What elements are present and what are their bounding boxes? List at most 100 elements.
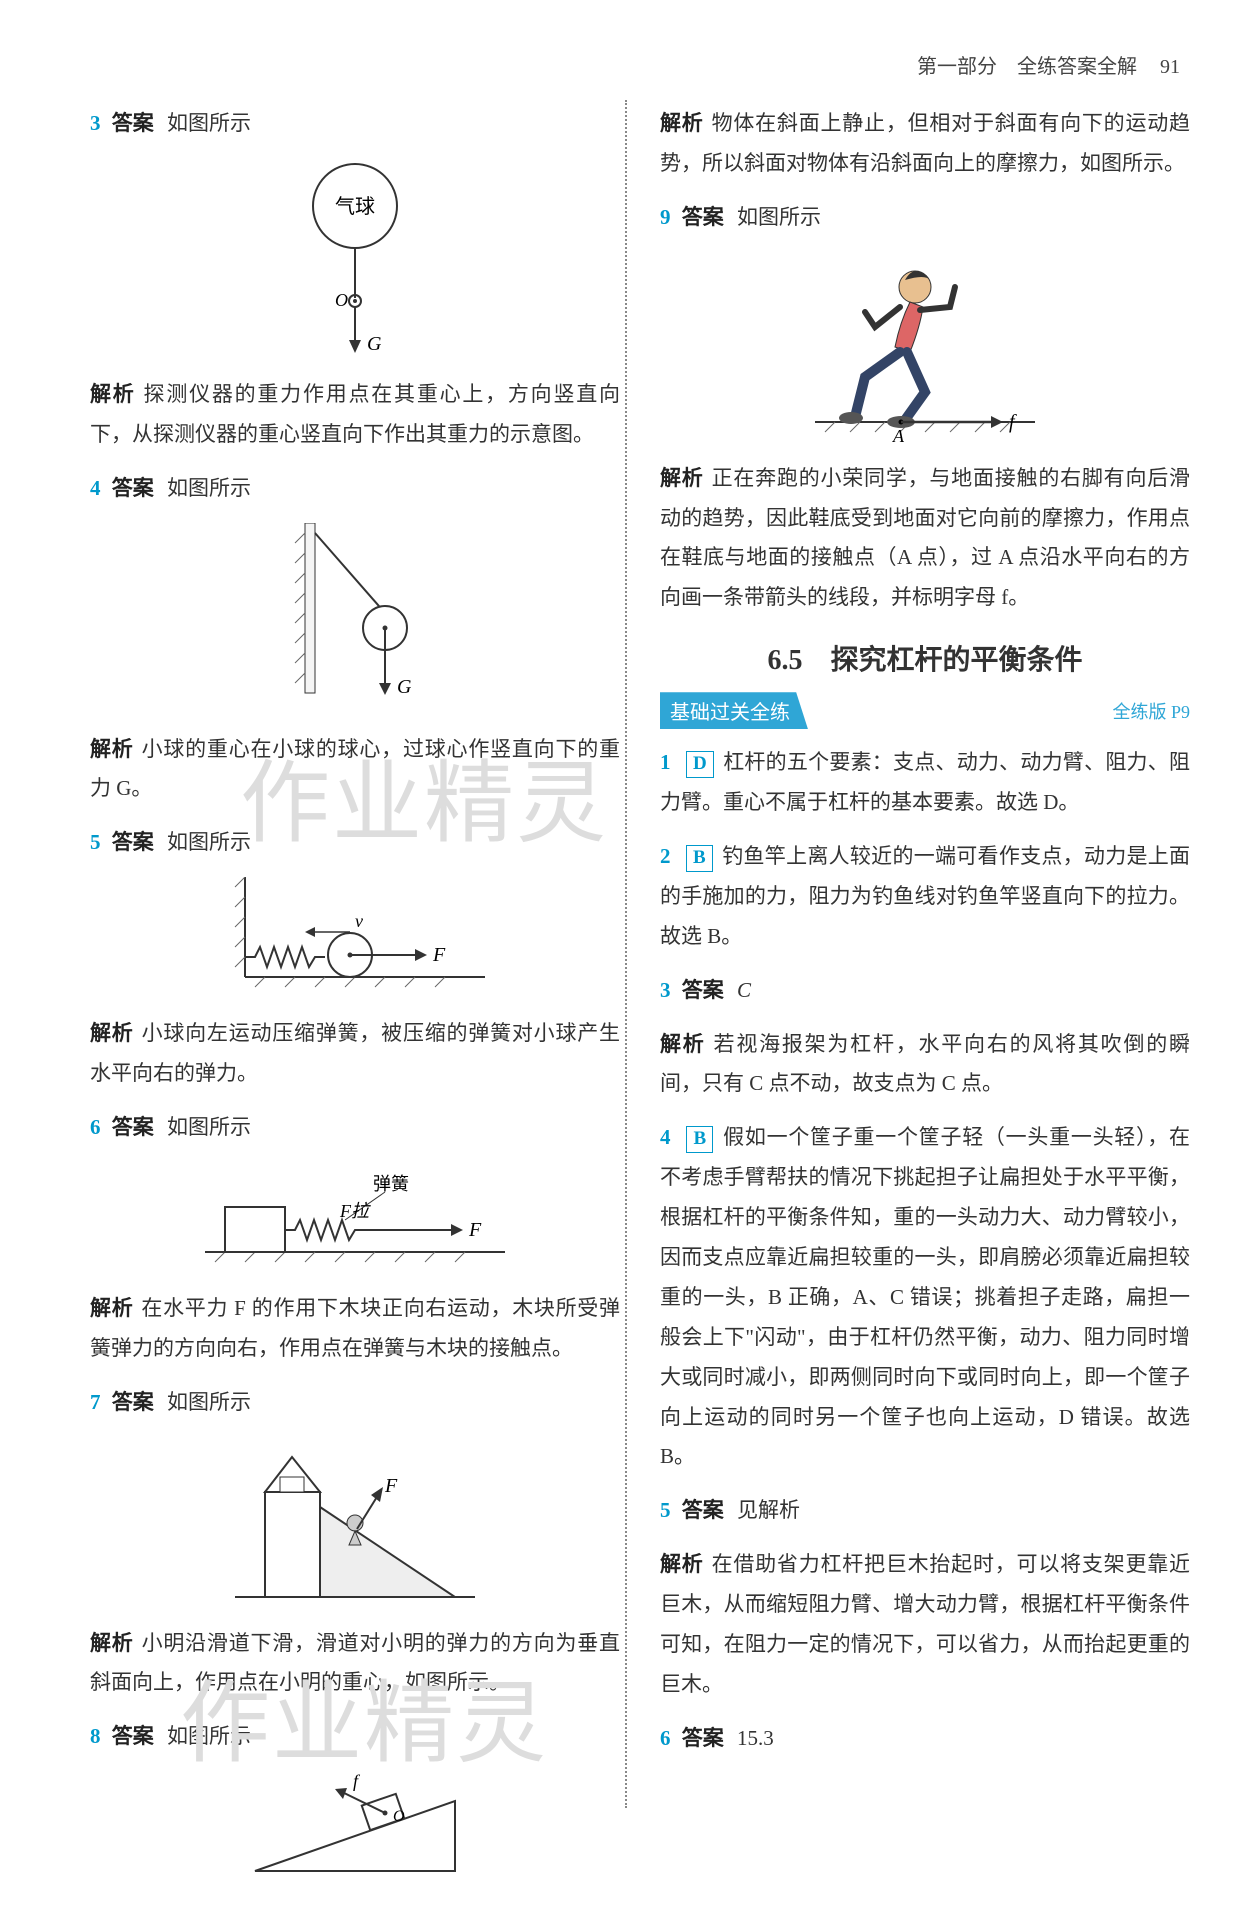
explain-text: 物体在斜面上静止，但相对于斜面有向下的运动趋势，所以斜面对物体有沿斜面向上的摩擦… (660, 111, 1190, 175)
item-text: 钓鱼竿上离人较近的一端可看作支点，动力是上面的手施加的力，阻力为钓鱼线对钓鱼竿竖… (660, 844, 1190, 948)
svg-text:G: G (397, 676, 412, 698)
explain-label: 解析 (660, 1552, 704, 1576)
sec-explain-3: 解析若视海报架为杠杆，水平向右的风将其吹倒的瞬间，只有 C 点不动，故支点为 C… (660, 1025, 1190, 1105)
figure-9: A f (660, 252, 1190, 447)
explain-text: 小球向左运动压缩弹簧，被压缩的弹簧对小球产生水平向右的弹力。 (90, 1021, 620, 1085)
answer-text: 如图所示 (167, 1724, 251, 1748)
explain-text: 正在奔跑的小荣同学，与地面接触的右脚有向后滑动的趋势，因此鞋底受到地面对它向前的… (660, 466, 1190, 610)
svg-text:F拉: F拉 (339, 1201, 371, 1221)
explain-5: 解析小球向左运动压缩弹簧，被压缩的弹簧对小球产生水平向右的弹力。 (90, 1014, 620, 1094)
svg-text:G: G (367, 333, 382, 355)
figure-8: O f (90, 1771, 620, 1886)
block-spring-diagram-icon: 弹簧 F拉 F (185, 1162, 525, 1272)
answer-text: 如图所示 (167, 1115, 251, 1139)
answer-item-7: 7 答案 如图所示 (90, 1383, 620, 1423)
item-number: 8 (90, 1724, 101, 1748)
slide-diagram-icon: F (225, 1437, 485, 1607)
item-number: 2 (660, 844, 671, 868)
svg-text:f: f (353, 1771, 361, 1791)
explain-label: 解析 (90, 1021, 134, 1045)
answer-item-9: 9 答案 如图所示 (660, 198, 1190, 238)
answer-label: 答案 (112, 1115, 154, 1139)
item-number: 6 (660, 1726, 671, 1750)
page-header: 第一部分 全练答案全解 91 (90, 50, 1190, 79)
answer-text: 如图所示 (167, 476, 251, 500)
answer-letter: D (686, 751, 714, 778)
sec-explain-5: 解析在借助省力杠杆把巨木抬起时，可以将支架更靠近巨木，从而缩短阻力臂、增大动力臂… (660, 1545, 1190, 1705)
answer-letter: B (686, 845, 713, 872)
explain-8-cont: 解析物体在斜面上静止，但相对于斜面有向下的运动趋势，所以斜面对物体有沿斜面向上的… (660, 104, 1190, 184)
ball-wall-diagram-icon: G (245, 523, 465, 713)
answer-text: C (737, 978, 751, 1002)
band-right: 全练版 P9 (1112, 698, 1190, 724)
section-title: 6.5 探究杠杆的平衡条件 (660, 638, 1190, 678)
explain-label: 解析 (90, 737, 134, 761)
incline-diagram-icon: O f (225, 1771, 485, 1881)
answer-label: 答案 (112, 1390, 154, 1414)
svg-text:O: O (393, 1808, 405, 1825)
explain-text: 在水平力 F 的作用下木块正向右运动，木块所受弹簧弹力的方向向右，作用点在弹簧与… (90, 1296, 620, 1360)
runner-diagram-icon: A f (805, 252, 1045, 442)
item-number: 4 (90, 476, 101, 500)
page-number: 91 (1160, 56, 1180, 78)
explain-text: 探测仪器的重力作用点在其重心上，方向竖直向下，从探测仪器的重心竖直向下作出其重力… (90, 382, 620, 446)
left-column: 3 答案 如图所示 气球 O G 解析探测仪器的重力作用点在其重心上 (90, 104, 640, 1898)
explain-6: 解析在水平力 F 的作用下木块正向右运动，木块所受弹簧弹力的方向向右，作用点在弹… (90, 1289, 620, 1369)
figure-4: G (90, 523, 620, 718)
explain-text: 若视海报架为杠杆，水平向右的风将其吹倒的瞬间，只有 C 点不动，故支点为 C 点… (660, 1032, 1190, 1096)
section-band: 基础过关全练 全练版 P9 (660, 692, 1190, 729)
svg-text:弹簧: 弹簧 (373, 1174, 409, 1194)
item-number: 3 (90, 111, 101, 135)
answer-label: 答案 (112, 830, 154, 854)
answer-item-5: 5 答案 如图所示 (90, 823, 620, 863)
figure-5: F v (90, 877, 620, 1002)
explain-label: 解析 (660, 111, 704, 135)
explain-text: 小球的重心在小球的球心，过球心作竖直向下的重力 G。 (90, 737, 620, 801)
answer-item-3: 3 答案 如图所示 (90, 104, 620, 144)
answer-text: 如图所示 (167, 1390, 251, 1414)
sec-item-3: 3 答案 C (660, 971, 1190, 1011)
item-number: 4 (660, 1125, 671, 1149)
explain-9: 解析正在奔跑的小荣同学，与地面接触的右脚有向后滑动的趋势，因此鞋底受到地面对它向… (660, 459, 1190, 619)
answer-label: 答案 (682, 978, 724, 1002)
header-part: 第一部分 全练答案全解 (917, 56, 1137, 78)
spring-ball-diagram-icon: F v (205, 877, 505, 997)
item-number: 5 (90, 830, 101, 854)
answer-text: 如图所示 (737, 205, 821, 229)
sec-item-1: 1 D 杠杆的五个要素：支点、动力、动力臂、阻力、阻力臂。重心不属于杠杆的基本要… (660, 743, 1190, 823)
item-text: 杠杆的五个要素：支点、动力、动力臂、阻力、阻力臂。重心不属于杠杆的基本要素。故选… (660, 750, 1190, 814)
svg-text:A: A (892, 426, 905, 442)
answer-item-6: 6 答案 如图所示 (90, 1108, 620, 1148)
answer-label: 答案 (112, 1724, 154, 1748)
sec-item-6: 6 答案 15.3 (660, 1719, 1190, 1759)
sec-item-2: 2 B 钓鱼竿上离人较近的一端可看作支点，动力是上面的手施加的力，阻力为钓鱼线对… (660, 837, 1190, 957)
explain-label: 解析 (90, 382, 136, 406)
svg-text:F: F (384, 1475, 398, 1497)
item-number: 6 (90, 1115, 101, 1139)
item-number: 1 (660, 750, 671, 774)
sec-item-4: 4 B 假如一个筐子重一个筐子轻（一头重一头轻），在不考虑手臂帮扶的情况下挑起担… (660, 1118, 1190, 1477)
answer-label: 答案 (112, 476, 154, 500)
balloon-diagram-icon: 气球 O G (275, 158, 435, 358)
right-column: 解析物体在斜面上静止，但相对于斜面有向下的运动趋势，所以斜面对物体有沿斜面向上的… (640, 104, 1190, 1898)
balloon-label: 气球 (335, 195, 375, 218)
answer-label: 答案 (682, 1726, 724, 1750)
answer-item-4: 4 答案 如图所示 (90, 469, 620, 509)
answer-label: 答案 (682, 1498, 724, 1522)
item-number: 3 (660, 978, 671, 1002)
sec-item-5: 5 答案 见解析 (660, 1491, 1190, 1531)
svg-text:v: v (355, 911, 363, 931)
answer-letter: B (686, 1126, 713, 1153)
answer-text: 见解析 (737, 1498, 800, 1522)
answer-text: 如图所示 (167, 111, 251, 135)
item-text: 假如一个筐子重一个筐子轻（一头重一头轻），在不考虑手臂帮扶的情况下挑起担子让扁担… (660, 1125, 1190, 1468)
explain-7: 解析小明沿滑道下滑，滑道对小明的弹力的方向为垂直斜面向上，作用点在小明的重心，如… (90, 1624, 620, 1704)
explain-text: 小明沿滑道下滑，滑道对小明的弹力的方向为垂直斜面向上，作用点在小明的重心，如图所… (90, 1631, 620, 1695)
explain-label: 解析 (660, 1032, 706, 1056)
explain-label: 解析 (90, 1631, 134, 1655)
figure-3: 气球 O G (90, 158, 620, 363)
band-tag: 基础过关全练 (660, 692, 808, 729)
answer-item-8: 8 答案 如图所示 (90, 1717, 620, 1757)
svg-text:F: F (468, 1219, 482, 1241)
svg-text:F: F (432, 944, 446, 966)
